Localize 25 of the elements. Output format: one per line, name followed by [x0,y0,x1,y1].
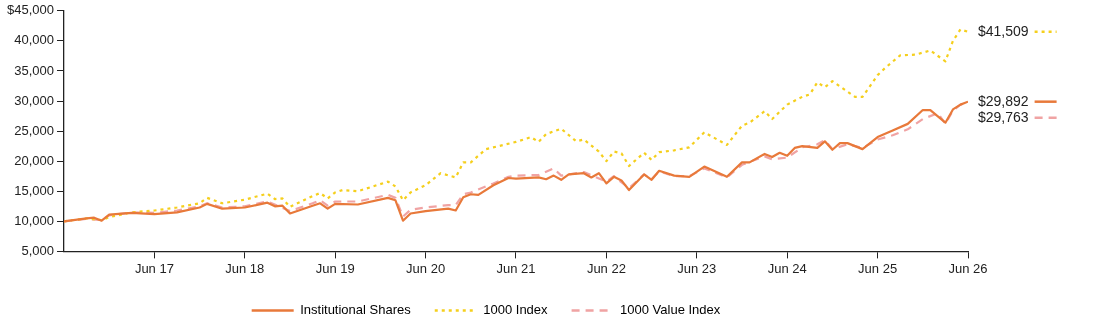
annotation: $41,509 [978,22,1029,39]
y-tick-label: 25,000 [14,122,54,138]
x-tick-label: Jun 21 [496,260,536,276]
legend-label: Institutional Shares [300,302,412,318]
x-tick-label: Jun 26 [948,260,988,276]
x-tick-label: Jun 20 [406,260,446,276]
y-tick-label: 35,000 [14,62,54,78]
y-tick-label: 40,000 [14,32,54,48]
legend-label: 1000 Value Index [620,302,721,318]
y-tick-label: 30,000 [14,92,54,108]
x-tick-label: Jun 24 [767,260,807,276]
x-tick-label: Jun 19 [315,260,355,276]
legend-label: 1000 Index [483,302,549,318]
annotation: $29,763 [978,108,1029,125]
y-tick-label: 15,000 [14,182,54,198]
y-tick-label: 20,000 [14,152,54,168]
annotation: $29,892 [978,92,1029,109]
y-tick-label: 10,000 [14,212,54,228]
x-tick-label: Jun 18 [225,260,265,276]
x-tick-label: Jun 23 [677,260,717,276]
x-tick-label: Jun 22 [586,260,626,276]
y-tick-label: $45,000 [6,2,54,18]
y-tick-label: 5,000 [21,242,54,258]
x-tick-label: Jun 25 [858,260,898,276]
x-tick-label: Jun 17 [134,260,174,276]
